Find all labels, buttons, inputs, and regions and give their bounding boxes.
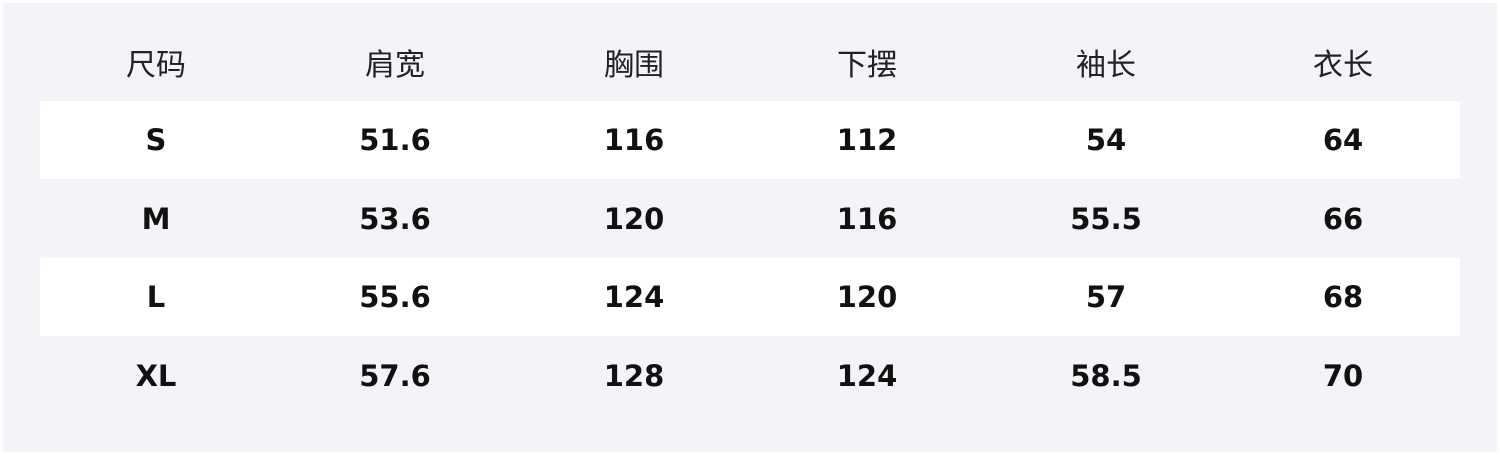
table-header-cell: 胸围: [604, 48, 664, 83]
size-chart: 尺码 肩宽 胸围 下摆 袖长 衣长 S 51.6 116 112 54 64 M 53.6 120 116 55…: [3, 3, 1497, 452]
table-header-cell: 肩宽: [365, 48, 425, 83]
table-row-cell: XL: [135, 358, 177, 393]
table-row-cell: 124: [603, 280, 665, 314]
table-row-cell: 66: [1322, 201, 1364, 236]
table-row-cell: 124: [836, 358, 898, 393]
table-row-cell: S: [145, 123, 167, 157]
table-row-cell: M: [141, 201, 171, 236]
table-header-cell: 下摆: [837, 48, 897, 83]
table-row-cell: 120: [603, 201, 665, 236]
table-row-cell: 68: [1322, 280, 1364, 314]
table-row-cell: 54: [1085, 123, 1127, 157]
table-row-cell: 51.6: [359, 123, 431, 157]
table-row-cell: L: [146, 280, 166, 314]
table-row-cell: 128: [603, 358, 665, 393]
table-row-cell: 55.6: [359, 280, 431, 314]
table-row-cell: 116: [836, 201, 898, 236]
table-row-cell: 120: [836, 280, 898, 314]
table-row: L 55.6 124 120 57 68: [40, 258, 1460, 336]
table-row-cell: 70: [1322, 358, 1364, 393]
table-row-cell: 57.6: [359, 358, 431, 393]
table-row-cell: 112: [836, 123, 898, 157]
table-row-cell: 64: [1322, 123, 1364, 157]
table-row-cell: 55.5: [1070, 201, 1142, 236]
table-row-cell: 57: [1085, 280, 1127, 314]
table-row-cell: 53.6: [359, 201, 431, 236]
table-header-cell: 衣长: [1313, 48, 1373, 83]
table-header-cell: 袖长: [1076, 48, 1136, 83]
table-header: 尺码 肩宽 胸围 下摆 袖长 衣长: [40, 23, 1460, 101]
table-header-cell: 尺码: [126, 48, 186, 83]
table-row: S 51.6 116 112 54 64: [40, 101, 1460, 179]
table-row-cell: 58.5: [1070, 358, 1142, 393]
table-row-cell: 116: [603, 123, 665, 157]
table-row: XL 57.6 128 124 58.5 70: [40, 337, 1460, 415]
table-row: M 53.6 120 116 55.5 66: [40, 180, 1460, 258]
